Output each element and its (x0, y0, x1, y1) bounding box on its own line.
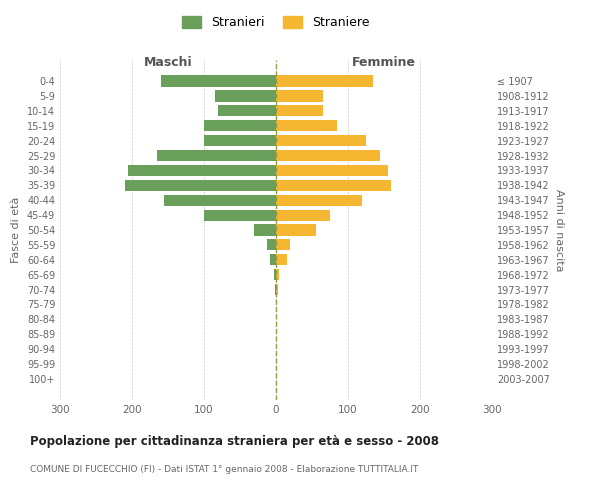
Bar (276, 105, 323, 117)
Bar (276, 120, 337, 132)
Bar (276, 150, 380, 161)
Bar (254, 224, 276, 235)
Bar (276, 180, 391, 191)
Bar (204, 120, 276, 132)
Bar (276, 240, 290, 250)
Bar (161, 76, 276, 86)
Bar (276, 76, 373, 86)
Bar (275, 284, 276, 295)
Bar (276, 135, 366, 146)
Legend: Stranieri, Straniere: Stranieri, Straniere (178, 11, 374, 34)
Bar (276, 165, 388, 176)
Text: Popolazione per cittadinanza straniera per età e sesso - 2008: Popolazione per cittadinanza straniera p… (30, 435, 439, 448)
Bar (270, 254, 276, 266)
Bar (215, 90, 276, 102)
Y-axis label: Fasce di età: Fasce di età (11, 197, 21, 263)
Bar (268, 240, 276, 250)
Bar (276, 269, 279, 280)
Bar (276, 194, 362, 206)
Bar (128, 165, 276, 176)
Bar (276, 254, 287, 266)
Text: Femmine: Femmine (352, 56, 416, 69)
Text: Maschi: Maschi (143, 56, 193, 69)
Bar (164, 194, 276, 206)
Bar (276, 284, 278, 295)
Bar (204, 210, 276, 220)
Bar (276, 224, 316, 235)
Y-axis label: Anni di nascita: Anni di nascita (554, 188, 563, 271)
Text: COMUNE DI FUCECCHIO (FI) - Dati ISTAT 1° gennaio 2008 - Elaborazione TUTTITALIA.: COMUNE DI FUCECCHIO (FI) - Dati ISTAT 1°… (30, 465, 418, 474)
Bar (218, 105, 276, 117)
Bar (274, 269, 276, 280)
Bar (204, 135, 276, 146)
Bar (276, 90, 323, 102)
Bar (157, 150, 276, 161)
Bar (125, 180, 276, 191)
Bar (276, 210, 330, 220)
